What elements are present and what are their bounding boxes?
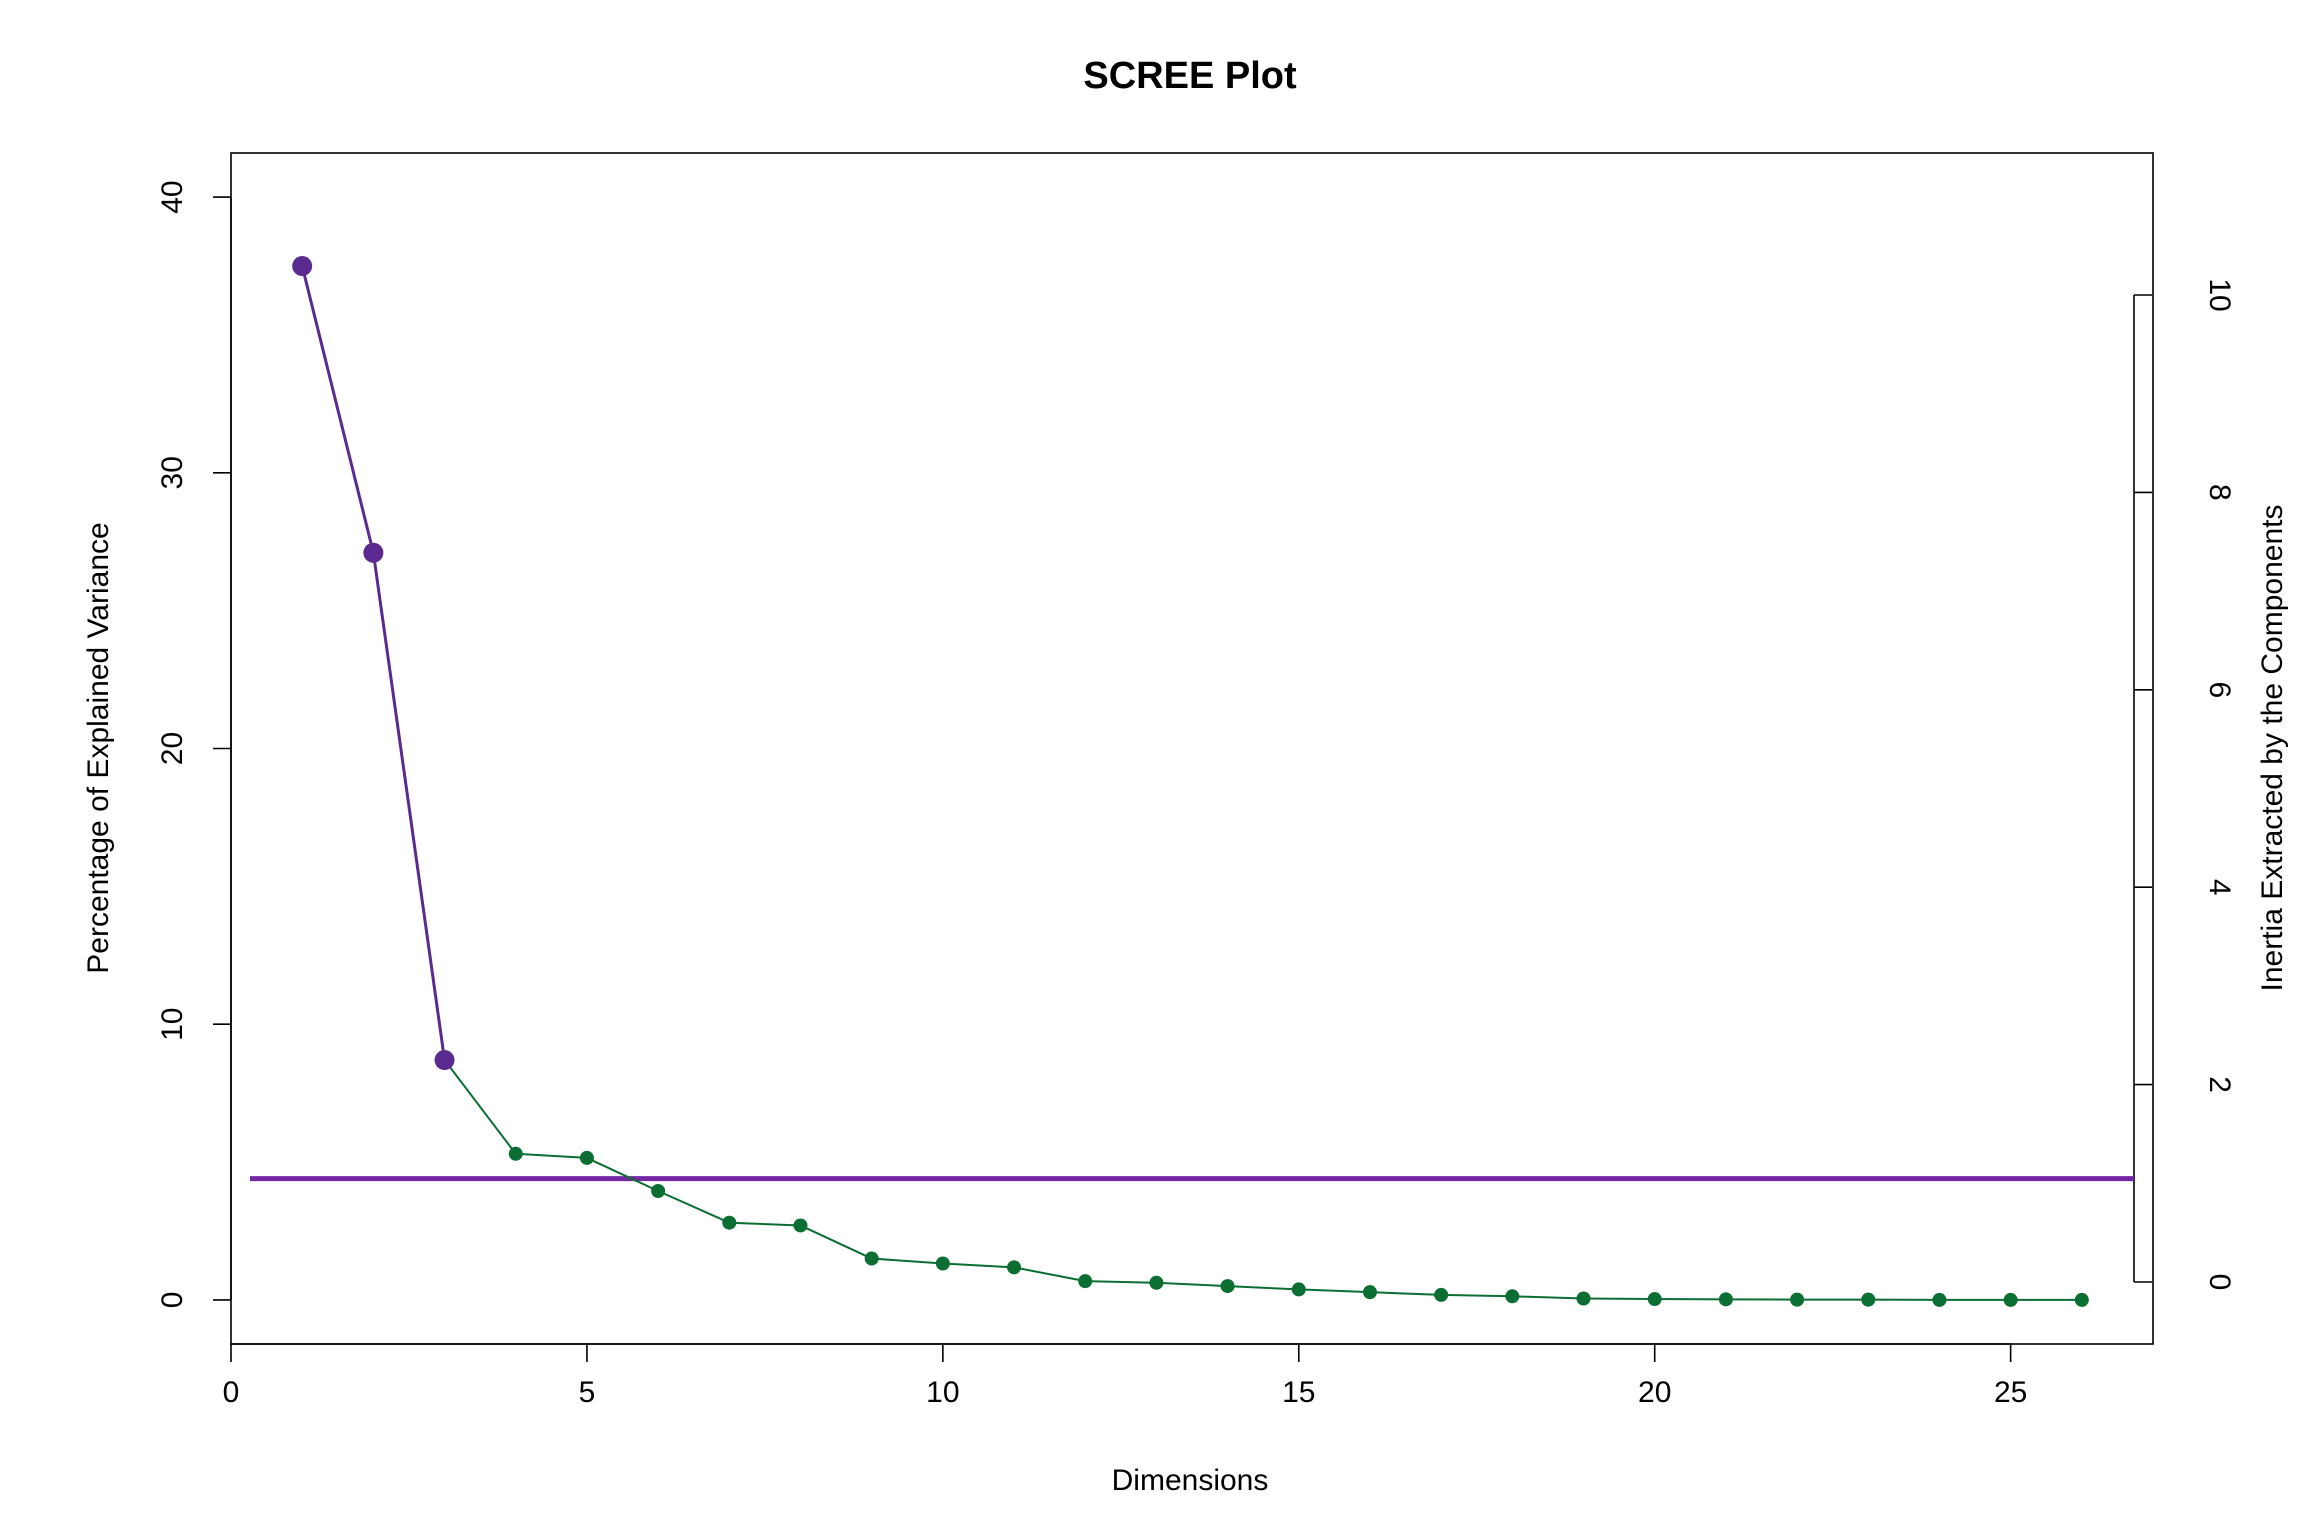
secondary-y-axis: 0 2 4 6 8 10 <box>2133 278 2236 1291</box>
data-point-10 <box>935 1256 950 1271</box>
series-segment-19 <box>1583 1297 1655 1301</box>
data-point-11 <box>1007 1260 1022 1275</box>
y-axis: 0 10 20 30 40 <box>156 180 232 1309</box>
data-point-1 <box>292 256 313 277</box>
plot-frame <box>230 152 2154 1345</box>
y-tick-label: 10 <box>156 1008 189 1041</box>
y2-tick-label: 4 <box>2203 879 2236 896</box>
series-segment-1 <box>300 265 375 554</box>
data-point-22 <box>1790 1292 1805 1307</box>
data-point-7 <box>722 1215 737 1230</box>
x-tick-label: 15 <box>1282 1376 1315 1409</box>
x-axis-label: Dimensions <box>1112 1464 1269 1497</box>
series-segment-9 <box>871 1257 943 1265</box>
x-tick-label: 25 <box>1994 1376 2027 1409</box>
data-point-19 <box>1576 1291 1591 1306</box>
y2-tick-label: 10 <box>2203 278 2236 311</box>
y2-tick-label: 6 <box>2203 681 2236 698</box>
y-tick-label: 30 <box>156 456 189 489</box>
chart-title: SCREE Plot <box>1083 55 1297 97</box>
series-segment-16 <box>1369 1291 1442 1296</box>
y-tick-label: 20 <box>156 732 189 765</box>
series-segment-8 <box>800 1224 873 1260</box>
y2-tick-label: 8 <box>2203 484 2236 501</box>
scree-points <box>292 256 2089 1307</box>
data-point-26 <box>2074 1292 2089 1307</box>
secondary-y-axis-label: Inertia Extracted by the Components <box>2256 505 2289 992</box>
scree-lines <box>300 265 2082 1301</box>
data-point-15 <box>1291 1282 1306 1297</box>
y2-tick-label: 2 <box>2203 1076 2236 1093</box>
y2-tick-label: 0 <box>2203 1274 2236 1291</box>
series-segment-17 <box>1441 1293 1513 1298</box>
data-point-20 <box>1647 1292 1662 1307</box>
x-tick-label: 20 <box>1638 1376 1671 1409</box>
data-point-2 <box>363 542 384 563</box>
x-tick-label: 10 <box>926 1376 959 1409</box>
x-tick-label: 5 <box>579 1376 596 1409</box>
data-point-3 <box>434 1050 455 1071</box>
series-segment-10 <box>942 1262 1015 1269</box>
data-point-6 <box>651 1183 666 1198</box>
data-point-9 <box>864 1251 879 1266</box>
series-segment-12 <box>1085 1280 1157 1284</box>
data-point-4 <box>508 1146 523 1161</box>
x-axis: 0 5 10 15 20 25 <box>223 1343 2027 1409</box>
data-point-21 <box>1718 1292 1733 1307</box>
series-segment-4 <box>515 1152 587 1159</box>
y-axis-label: Percentage of Explained Variance <box>82 522 115 973</box>
series-segment-11 <box>1013 1266 1086 1283</box>
data-point-5 <box>579 1150 594 1165</box>
data-point-12 <box>1078 1274 1093 1289</box>
series-segment-6 <box>657 1190 730 1224</box>
series-segment-2 <box>371 552 447 1061</box>
y-tick-label: 40 <box>156 180 189 213</box>
data-point-16 <box>1362 1285 1377 1300</box>
data-point-23 <box>1861 1292 1876 1307</box>
series-segment-14 <box>1227 1285 1299 1291</box>
x-tick-label: 0 <box>223 1376 240 1409</box>
series-segment-15 <box>1298 1288 1371 1294</box>
data-point-18 <box>1505 1289 1520 1304</box>
series-segment-13 <box>1156 1281 1228 1288</box>
series-segment-18 <box>1512 1295 1584 1300</box>
data-point-14 <box>1220 1279 1235 1294</box>
data-point-8 <box>793 1218 808 1233</box>
data-point-17 <box>1434 1287 1449 1302</box>
y-tick-label: 0 <box>156 1292 189 1309</box>
series-segment-5 <box>586 1156 659 1192</box>
data-point-13 <box>1149 1275 1164 1290</box>
series-segment-3 <box>443 1059 517 1155</box>
series-segment-7 <box>729 1221 801 1227</box>
data-point-24 <box>1932 1292 1947 1307</box>
data-point-25 <box>2003 1292 2018 1307</box>
